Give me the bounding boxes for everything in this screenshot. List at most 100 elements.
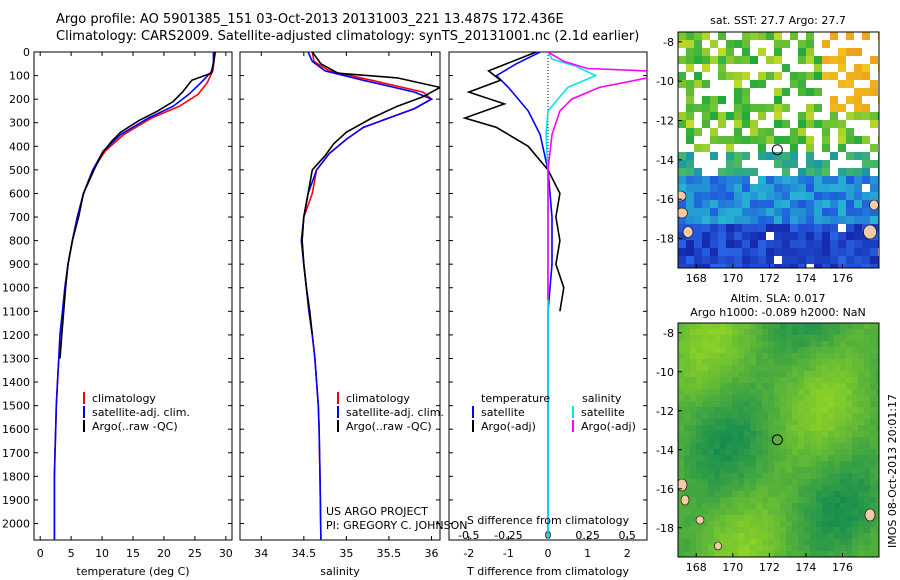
sst-cell [854,104,862,112]
sla-cell [864,497,870,503]
sla-cell [804,533,810,539]
sla-cell [786,323,792,329]
sla-cell [834,425,840,431]
sla-cell [768,485,774,491]
sla-cell [828,491,834,497]
sla-cell [768,509,774,515]
sla-cell [696,359,702,365]
sla-cell [768,461,774,467]
sla-cell [804,335,810,341]
map-y-tick-label: -16 [656,193,674,206]
sla-cell [810,341,816,347]
sla-cell [708,527,714,533]
sst-cell [694,144,702,152]
sst-cell [750,32,758,40]
sla-cell [834,443,840,449]
sla-cell [780,539,786,545]
sla-cell [774,527,780,533]
sst-cell [854,176,862,184]
sla-cell [774,443,780,449]
sst-cell [750,208,758,216]
depth-tick-label: 300 [9,117,30,130]
sla-cell [720,419,726,425]
sla-cell [840,473,846,479]
sla-cell [864,347,870,353]
sst-cell [734,160,742,168]
map-x-tick-label: 172 [759,272,780,285]
sst-cell [822,136,830,144]
sla-cell [822,377,828,383]
sst-cell [790,264,798,268]
sla-cell [864,503,870,509]
sst-cell [742,56,750,64]
sst-cell [718,168,726,176]
sla-cell [768,443,774,449]
sla-cell [738,497,744,503]
sst-cell [814,176,822,184]
sla-cell [726,425,732,431]
sla-cell [768,371,774,377]
legend-s-sat: satellite [581,406,625,419]
sla-cell [864,551,870,557]
sla-cell [678,467,684,473]
sla-cell [714,353,720,359]
sst-cell [726,48,734,56]
sla-cell [870,425,876,431]
sst-cell [838,168,846,176]
sst-cell [758,136,766,144]
sst-cell [718,216,726,224]
sst-cell [742,200,750,208]
sla-cell [858,479,864,485]
sla-cell [858,527,864,533]
sla-cell [738,461,744,467]
sla-cell [822,347,828,353]
sla-cell [816,455,822,461]
sst-cell [750,120,758,128]
sla-cell [744,485,750,491]
sst-cell [710,136,718,144]
sla-cell [834,491,840,497]
sla-cell [714,473,720,479]
sla-cell [786,539,792,545]
sst-cell [766,184,774,192]
sla-cell [726,527,732,533]
s-diff-tick-label: 0.5 [618,529,636,542]
x-tick-label: 34.5 [292,547,317,560]
sla-cell [870,479,876,485]
sla-cell [726,503,732,509]
sla-cell [714,449,720,455]
sla-cell [840,335,846,341]
sst-cell [734,184,742,192]
sla-cell [840,503,846,509]
sla-cell [726,533,732,539]
sst-cell [686,200,694,208]
series-line-s-satellite [545,52,598,540]
map-y-tick-label: -14 [656,444,674,457]
sla-cell [870,461,876,467]
sst-cell [766,192,774,200]
sst-cell [702,120,710,128]
sst-cell [686,176,694,184]
sla-cell [696,329,702,335]
sla-cell [834,383,840,389]
sla-cell [756,509,762,515]
sst-cell [790,152,798,160]
sla-cell [840,371,846,377]
sla-cell [702,323,708,329]
sst-cell [742,216,750,224]
sst-cell [782,176,790,184]
sla-cell [810,473,816,479]
series-line-argo-raw-qc- [301,52,440,335]
sla-cell [714,401,720,407]
sla-cell [744,515,750,521]
sst-cell [702,176,710,184]
depth-tick-label: 400 [9,140,30,153]
sla-cell [732,323,738,329]
sla-cell [762,497,768,503]
sst-cell [830,120,838,128]
sst-cell [862,176,870,184]
sla-cell [828,479,834,485]
sla-cell [684,521,690,527]
sla-cell [744,521,750,527]
